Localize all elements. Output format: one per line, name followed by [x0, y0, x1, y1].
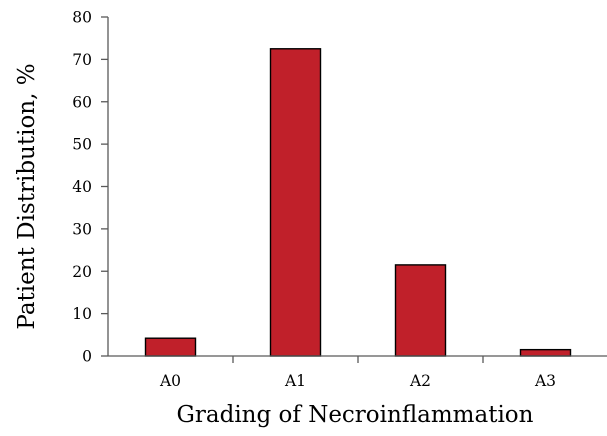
x-tick-label: A2: [409, 372, 431, 390]
bar-a1: [269, 48, 322, 357]
y-tick-label: 70: [72, 51, 92, 69]
y-tick-label: 80: [72, 9, 92, 27]
y-tick-label: 20: [72, 263, 92, 281]
y-tick-label: 60: [72, 93, 92, 111]
y-tick-label: 0: [82, 348, 92, 366]
x-tick-label: A3: [534, 372, 556, 390]
y-ticks: 0 10 20 30 40 50 60 70 80: [72, 9, 108, 366]
y-tick-label: 50: [72, 136, 92, 154]
y-tick-label: 30: [72, 220, 92, 238]
bars-layer: [144, 48, 572, 357]
y-tick-label: 40: [72, 178, 92, 196]
x-axis-title: Grading of Necroinflammation: [177, 402, 534, 428]
axes-layer: [107, 17, 607, 357]
x-ticks: A0 A1 A2 A3: [159, 356, 556, 390]
y-tick-label: 10: [72, 305, 92, 323]
x-tick-label: A1: [284, 372, 306, 390]
y-axis-title: Patient Distribution, %: [14, 63, 40, 329]
x-tick-label: A0: [159, 372, 181, 390]
bar-a0: [144, 337, 197, 357]
bar-a3: [519, 348, 572, 357]
bar-a2: [394, 264, 447, 357]
